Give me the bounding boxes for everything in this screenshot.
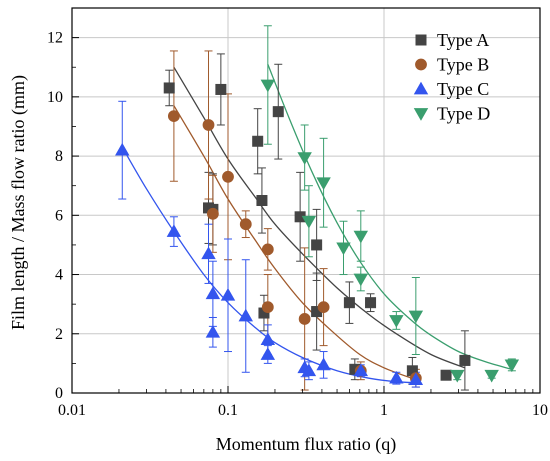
point-type-d — [353, 273, 369, 287]
point-type-c — [205, 286, 221, 300]
legend-marker-type-d — [413, 108, 429, 121]
point-type-a — [440, 369, 452, 381]
axes — [71, 7, 541, 394]
fit-curve-type-a — [173, 66, 466, 369]
point-type-b — [261, 243, 274, 256]
point-type-c — [260, 347, 276, 360]
point-type-d — [301, 215, 317, 229]
point-type-c — [353, 363, 369, 377]
x-tick-label: 10 — [532, 402, 548, 419]
fit-curve-type-c — [121, 146, 416, 384]
point-type-d — [450, 369, 465, 383]
point-type-c — [316, 357, 331, 371]
y-tick-label: 6 — [55, 207, 63, 224]
point-type-b — [168, 110, 180, 122]
point-type-a — [459, 354, 471, 366]
x-tick-label: 0.01 — [58, 402, 86, 419]
point-type-d — [297, 152, 312, 165]
legend-label-type-c: Type C — [437, 79, 489, 99]
y-tick-label: 8 — [55, 148, 63, 165]
point-type-b — [222, 170, 234, 183]
point-type-b — [298, 313, 311, 325]
legend-label-type-d: Type D — [437, 104, 490, 124]
legend-marker-type-b — [415, 58, 427, 71]
plot-frame — [71, 7, 541, 394]
point-type-c — [115, 142, 130, 156]
point-type-c — [205, 324, 221, 338]
point-type-b — [261, 301, 274, 314]
point-type-a — [215, 83, 227, 95]
y-tick-label: 2 — [55, 326, 63, 343]
point-type-d — [484, 369, 499, 383]
point-type-d — [316, 177, 331, 191]
point-type-a — [163, 82, 175, 94]
legend-marker-type-c — [413, 81, 429, 95]
legend-label-type-a: Type A — [437, 30, 489, 50]
data-points — [115, 79, 520, 385]
x-tick-label: 0.1 — [218, 402, 238, 419]
point-type-c — [201, 246, 216, 260]
point-type-a — [311, 239, 323, 251]
tick-labels: 0.01 0.1 1 10 0 2 4 6 8 10 12 — [47, 30, 548, 419]
y-tick-label: 10 — [47, 89, 63, 106]
x-axis-label: Momentum flux ratio (q) — [216, 434, 396, 455]
point-type-a — [343, 297, 355, 309]
point-type-c — [238, 308, 253, 322]
point-type-c — [260, 332, 276, 346]
fit-curve-type-b — [173, 105, 417, 381]
point-type-d — [336, 242, 351, 256]
point-type-b — [239, 218, 252, 231]
point-type-b — [206, 207, 219, 220]
point-type-c — [166, 224, 182, 237]
x-tick-label: 1 — [380, 402, 388, 419]
point-type-c — [301, 363, 317, 377]
point-type-d — [260, 79, 276, 93]
legend: Type A Type B Type C Type D — [413, 30, 490, 124]
point-type-b — [202, 119, 215, 131]
y-tick-label: 12 — [47, 30, 63, 47]
point-type-d — [408, 310, 424, 324]
point-type-b — [317, 301, 330, 314]
point-type-d — [353, 230, 369, 244]
point-type-c — [220, 287, 236, 301]
y-tick-label: 4 — [55, 267, 63, 284]
legend-label-type-b: Type B — [437, 55, 489, 75]
y-tick-label: 0 — [55, 385, 63, 402]
point-type-a — [272, 106, 284, 118]
point-type-a — [365, 297, 377, 309]
point-type-c — [389, 370, 404, 384]
legend-marker-type-a — [415, 34, 427, 46]
point-type-c — [408, 372, 424, 385]
point-type-d — [504, 359, 520, 373]
point-type-a — [256, 195, 268, 207]
y-axis-label: Film length / Mass flow ratio (mm) — [8, 75, 29, 330]
point-type-a — [252, 135, 264, 147]
point-type-d — [389, 315, 404, 328]
